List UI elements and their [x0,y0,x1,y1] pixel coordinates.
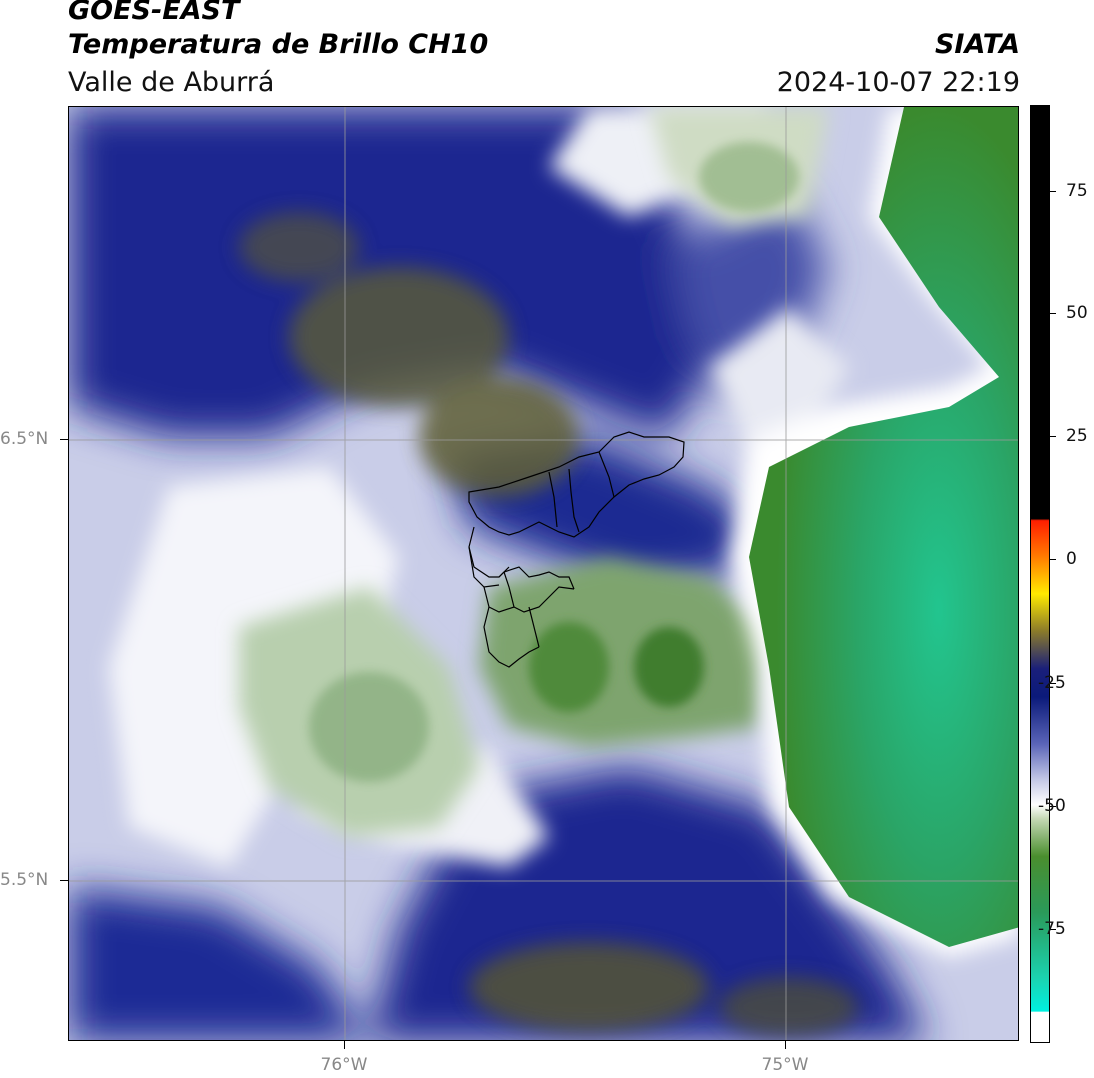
lon-tick [344,1041,345,1049]
colorbar-tick [1050,191,1056,192]
colorbar-tick [1050,929,1056,930]
dark-green-spots [529,622,704,712]
warm-surface-region [749,107,1018,947]
lat-label: 6.5°N [0,429,49,449]
colorbar-svg [1031,106,1049,1042]
lon-tick [785,1041,786,1049]
map-svg [69,107,1018,1040]
colorbar-label: 75 [1066,181,1088,201]
lon-label: 76°W [320,1055,368,1075]
colorbar-tick [1050,559,1056,560]
satellite-title: GOES-EAST [68,0,240,26]
product-title: Temperatura de Brillo CH10 [68,29,489,60]
organization-label: SIATA [934,29,1020,60]
colorbar-label: -25 [1038,673,1066,693]
temperature-colorbar [1030,105,1050,1043]
brightness-temperature-map [68,106,1019,1041]
green-patches [309,142,799,782]
lat-tick [60,439,68,440]
colorbar-tick [1050,313,1056,314]
colorbar-tick [1050,436,1056,437]
graticule [69,107,1018,1040]
colorbar-label: 25 [1066,426,1088,446]
municipal-boundaries [468,431,685,668]
colorbar-tick [1050,806,1056,807]
colorbar-label: 0 [1066,549,1077,569]
olive-patches [239,212,859,1037]
datetime-label: 2024-10-07 22:19 [776,67,1020,98]
colorbar-tick [1050,683,1056,684]
colorbar-label: -75 [1038,919,1066,939]
colorbar-label: -50 [1038,796,1066,816]
region-label: Valle de Aburrá [68,67,275,98]
lon-label: 75°W [761,1055,809,1075]
lat-label: 5.5°N [0,870,49,890]
colorbar-label: 50 [1066,303,1088,323]
lat-tick [60,880,68,881]
